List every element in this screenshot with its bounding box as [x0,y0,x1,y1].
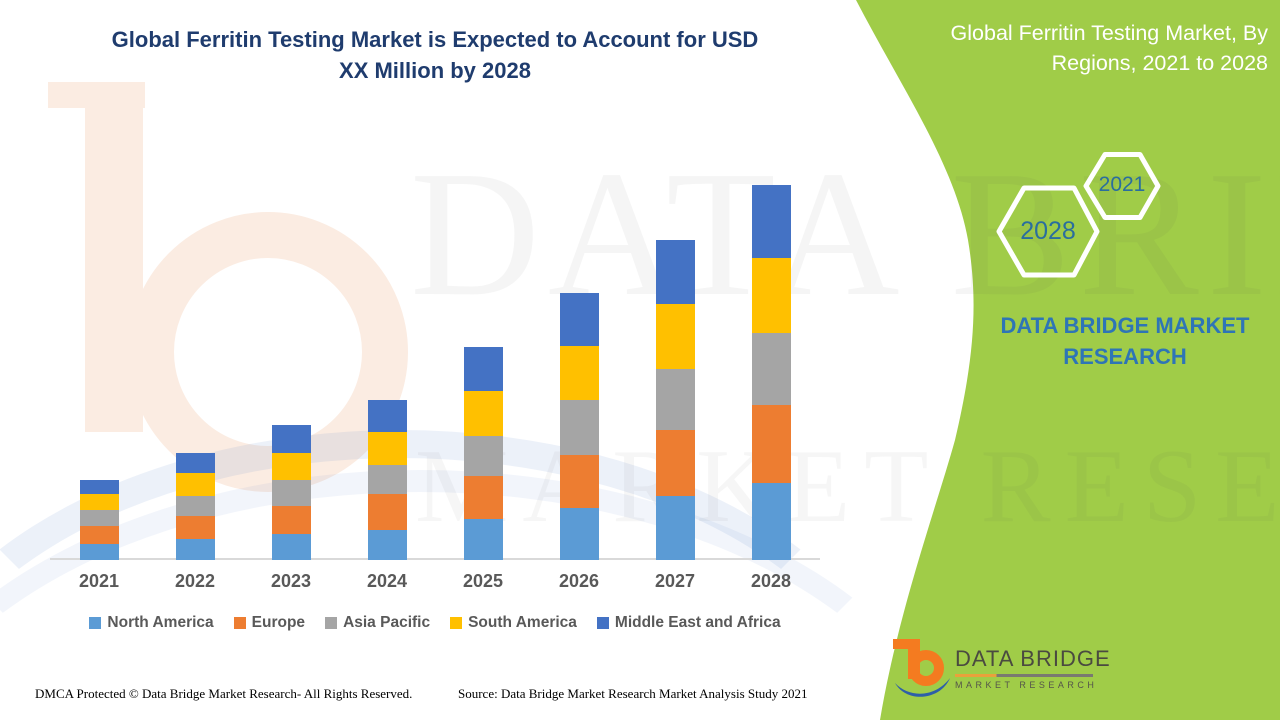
stacked-bar-2024 [367,399,407,560]
bar-segment-2025-north-america [463,518,503,560]
bar-segment-2026-middle-east-and-africa [559,292,599,346]
bar-segment-2021-south-america [79,494,119,511]
bar-segment-2027-north-america [655,495,695,560]
hexagon-2028-label: 2028 [1020,217,1076,245]
bar-segment-2027-middle-east-and-africa [655,240,695,305]
bar-segment-2022-middle-east-and-africa [175,452,215,473]
bar-segment-2025-middle-east-and-africa [463,346,503,391]
legend-label: Middle East and Africa [614,614,781,631]
chart-title-line1: Global Ferritin Testing Market is Expect… [111,27,759,52]
x-axis-label-2028: 2028 [750,571,792,591]
bar-segment-2025-europe [463,475,503,519]
bar-segment-2021-europe [79,525,119,545]
bar-segment-2025-south-america [463,390,503,436]
hexagon-2021-icon [1083,152,1161,220]
legend-swatch-icon [325,617,338,629]
hexagon-2028-icon [996,185,1100,278]
bar-segment-2024-middle-east-and-africa [367,399,407,432]
bar-segment-2026-north-america [559,507,599,560]
bar-segment-2028-europe [751,405,791,484]
bar-segment-2021-middle-east-and-africa [79,480,119,495]
x-axis-label-2025: 2025 [462,571,504,591]
legend-item-asia-pacific: Asia Pacific [325,614,430,632]
bar-segment-2028-south-america [751,258,791,334]
watermark-text-line2: MARKET RESEARCH [415,427,1280,544]
bar-segment-2021-asia-pacific [79,510,119,526]
bar-segment-2024-south-america [367,431,407,465]
x-axis-label-2026: 2026 [558,571,600,591]
bar-segment-2024-asia-pacific [367,464,407,495]
bar-segment-2023-asia-pacific [271,480,311,507]
hexagon-2021-label: 2021 [1098,173,1146,196]
chart-title-line2: XX Million by 2028 [339,58,531,83]
dbmr-b-icon [893,639,950,697]
bar-segment-2023-north-america [271,534,311,560]
stacked-bar-2026 [559,292,599,560]
legend-label: Europe [251,614,306,631]
bar-segment-2028-north-america [751,483,791,560]
dbmr-logo-text: DATA BRIDGE MARKET RESEARCH [955,646,1111,690]
bar-segment-2026-europe [559,454,599,508]
bar-segment-2022-europe [175,515,215,539]
bar-segment-2023-south-america [271,453,311,481]
legend-label: Asia Pacific [343,614,431,631]
bar-segment-2021-north-america [79,544,119,560]
legend-label: South America [468,614,577,631]
dbmr-logo-title: DATA BRIDGE [955,646,1111,671]
stacked-bar-2025 [463,346,503,560]
legend-item-north-america: North America [89,614,214,632]
legend-item-europe: Europe [233,614,306,632]
bar-segment-2022-north-america [175,538,215,560]
legend-swatch-icon [450,617,463,629]
footer-dmca-text: DMCA Protected © Data Bridge Market Rese… [35,686,413,701]
bar-segment-2024-north-america [367,530,407,560]
bar-segment-2022-asia-pacific [175,495,215,516]
chart-title: Global Ferritin Testing Market is Expect… [50,24,820,86]
stacked-bar-2027 [655,240,695,560]
x-axis-label-2024: 2024 [366,571,408,591]
stacked-bar-2023 [271,425,311,560]
bar-segment-2023-europe [271,506,311,535]
chart-legend: North America Europe Asia Pacific South Ame… [40,614,830,632]
x-axis-label-2022: 2022 [174,571,216,591]
bar-segment-2027-asia-pacific [655,369,695,430]
bar-segment-2027-europe [655,429,695,496]
legend-swatch-icon [233,617,246,629]
x-axis-label-2027: 2027 [654,571,696,591]
x-axis-label-2023: 2023 [270,571,312,591]
stacked-bar-2028 [751,185,791,560]
sidebar-heading: Global Ferritin Testing Market, By Regio… [788,18,1268,78]
legend-swatch-icon [596,617,609,629]
bar-segment-2022-south-america [175,472,215,496]
bar-segment-2023-middle-east-and-africa [271,425,311,454]
bar-segment-2025-asia-pacific [463,435,503,476]
legend-swatch-icon [89,617,102,629]
legend-item-south-america: South America [450,614,577,632]
sidebar-brand-text: DATA BRIDGE MARKET RESEARCH [1000,313,1250,369]
dbmr-logo-rule [955,674,1093,677]
bar-segment-2028-asia-pacific [751,333,791,406]
bar-segment-2027-south-america [655,304,695,370]
legend-label: North America [107,614,214,631]
sidebar-heading-line2: Regions, 2021 to 2028 [1051,51,1268,75]
legend-item-middle-east-and-africa: Middle East and Africa [596,614,781,632]
x-axis-line [50,558,820,560]
stacked-bar-2021 [79,480,119,560]
bar-segment-2026-asia-pacific [559,399,599,455]
watermark-text-line1: DATA BRIDGE [410,134,1280,333]
bar-segment-2028-middle-east-and-africa [751,185,791,259]
bar-segment-2026-south-america [559,345,599,400]
x-axis-label-2021: 2021 [78,571,120,591]
footer-source-text: Source: Data Bridge Market Research Mark… [458,686,808,701]
sidebar-heading-line1: Global Ferritin Testing Market, By [950,21,1268,45]
bar-segment-2024-europe [367,494,407,531]
stacked-bar-2022 [175,452,215,560]
dbmr-logo-subtitle: MARKET RESEARCH [955,679,1098,690]
dbmr-logo: DATA BRIDGE MARKET RESEARCH [893,636,1113,700]
